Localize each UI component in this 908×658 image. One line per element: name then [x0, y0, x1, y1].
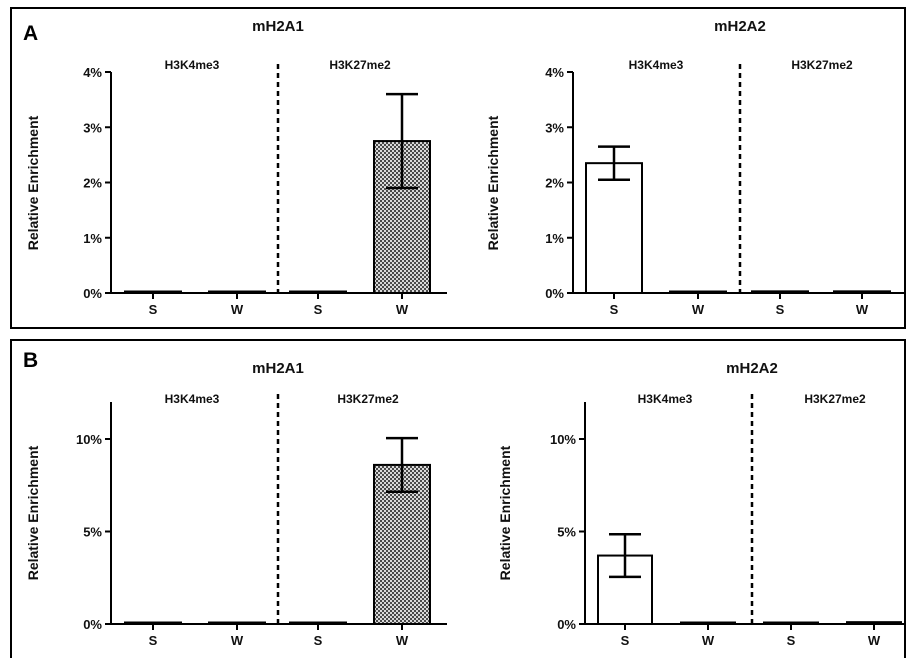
y-tick-label: 10%	[550, 432, 576, 447]
bar-s	[289, 621, 347, 625]
x-tick-label: W	[856, 302, 869, 317]
x-tick-label: W	[231, 633, 244, 648]
chart-title: mH2A2	[714, 18, 766, 35]
y-axis-label: Relative Enrichment	[485, 115, 501, 250]
y-tick-label: 3%	[83, 120, 102, 135]
y-tick-label: 0%	[557, 617, 576, 632]
bar-s	[124, 290, 182, 294]
chart-title: mH2A1	[252, 18, 304, 35]
group-label: H3K27me2	[329, 58, 391, 72]
x-tick-label: S	[610, 302, 619, 317]
bar-w	[208, 621, 266, 625]
group-label: H3K4me3	[165, 392, 220, 406]
y-tick-label: 0%	[545, 286, 564, 301]
chart-title: mH2A2	[726, 360, 778, 377]
panel-label-b: B	[23, 349, 39, 372]
x-tick-label: W	[868, 633, 881, 648]
y-tick-label: 4%	[545, 65, 564, 80]
bar-w	[208, 290, 266, 294]
y-tick-label: 4%	[83, 65, 102, 80]
bar-s	[289, 290, 347, 294]
y-tick-label: 2%	[83, 176, 102, 191]
x-tick-label: W	[702, 633, 715, 648]
y-tick-label: 0%	[83, 617, 102, 632]
y-tick-label: 0%	[83, 286, 102, 301]
y-tick-label: 10%	[76, 432, 102, 447]
x-tick-label: S	[149, 633, 158, 648]
group-label: H3K4me3	[165, 58, 220, 72]
x-tick-label: S	[314, 633, 323, 648]
bar-w	[846, 621, 902, 626]
panel-a: A	[10, 7, 906, 329]
y-tick-label: 5%	[83, 525, 102, 540]
group-label: H3K4me3	[629, 58, 684, 72]
x-tick-label: S	[149, 302, 158, 317]
y-tick-label: 1%	[545, 231, 564, 246]
y-axis-label: Relative Enrichment	[25, 445, 41, 580]
x-tick-label: S	[621, 633, 630, 648]
bar-w	[373, 463, 431, 625]
y-tick-label: 3%	[545, 120, 564, 135]
x-tick-label: S	[314, 302, 323, 317]
x-tick-label: W	[231, 302, 244, 317]
group-label: H3K27me2	[791, 58, 853, 72]
x-tick-label: W	[692, 302, 705, 317]
group-label: H3K27me2	[337, 392, 399, 406]
panel-b: B	[10, 339, 906, 658]
x-tick-label: W	[396, 633, 409, 648]
bar-s	[585, 162, 643, 294]
y-tick-label: 1%	[83, 231, 102, 246]
y-tick-label: 2%	[545, 176, 564, 191]
bar-w	[669, 290, 727, 294]
x-tick-label: S	[787, 633, 796, 648]
bar-s	[763, 621, 819, 625]
y-tick-label: 5%	[557, 525, 576, 540]
panel-label-a: A	[23, 22, 39, 45]
bar-s	[751, 290, 809, 294]
y-axis-label: Relative Enrichment	[25, 115, 41, 250]
group-label: H3K27me2	[804, 392, 866, 406]
group-label: H3K4me3	[638, 392, 693, 406]
bar-s	[124, 621, 182, 625]
x-tick-label: W	[396, 302, 409, 317]
bar-w	[680, 621, 736, 625]
bar-w	[833, 290, 891, 294]
chart-title: mH2A1	[252, 360, 304, 377]
y-axis-label: Relative Enrichment	[497, 445, 513, 580]
x-tick-label: S	[776, 302, 785, 317]
